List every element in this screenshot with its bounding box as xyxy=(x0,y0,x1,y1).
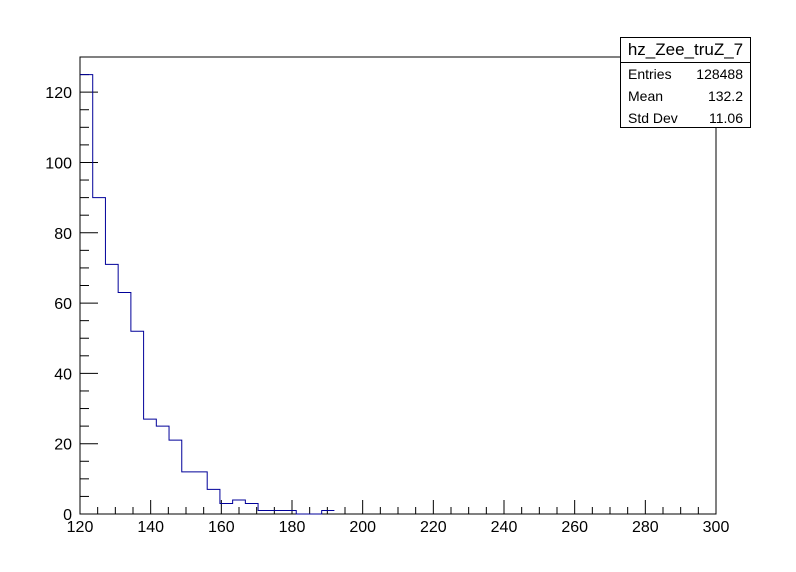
histogram-bin xyxy=(322,510,335,514)
histogram-bin xyxy=(144,419,157,514)
stats-label: Entries xyxy=(628,66,672,82)
histogram-bin xyxy=(284,510,297,514)
y-tick-label: 100 xyxy=(45,155,72,172)
y-tick-label: 120 xyxy=(45,85,72,102)
stats-row-stddev: Std Dev 11.06 xyxy=(621,107,750,129)
x-tick-label: 140 xyxy=(137,519,164,536)
x-tick-label: 280 xyxy=(632,519,659,536)
histogram-bin xyxy=(93,198,106,514)
histogram-bin xyxy=(80,75,93,514)
stats-row-mean: Mean 132.2 xyxy=(621,85,750,107)
y-tick-label: 0 xyxy=(63,507,72,524)
x-tick-label: 160 xyxy=(208,519,235,536)
histogram-bin xyxy=(207,489,220,514)
stats-row-entries: Entries 128488 xyxy=(621,63,750,85)
x-tick-label: 300 xyxy=(703,519,730,536)
histogram-bin xyxy=(118,293,131,514)
y-tick-label: 60 xyxy=(54,296,72,313)
histogram-series-line xyxy=(80,74,335,515)
histogram-bin xyxy=(156,426,169,514)
stats-label: Std Dev xyxy=(628,110,678,126)
histogram-bin xyxy=(105,264,118,514)
stats-label: Mean xyxy=(628,88,664,104)
histogram-bin xyxy=(194,472,207,514)
histogram-bin xyxy=(182,472,195,514)
stats-box-title: hz_Zee_truZ_7 xyxy=(621,38,750,63)
x-tick-label: 260 xyxy=(561,519,588,536)
histogram-bin xyxy=(271,510,284,514)
x-tick-label: 220 xyxy=(420,519,447,536)
x-tick-label: 240 xyxy=(491,519,518,536)
x-tick-label: 200 xyxy=(349,519,376,536)
stats-value: 11.06 xyxy=(709,110,743,126)
stats-box: hz_Zee_truZ_7 Entries 128488 Mean 132.2 … xyxy=(620,37,751,128)
histogram-bin xyxy=(169,440,182,514)
y-tick-label: 20 xyxy=(54,437,72,454)
stats-value: 128488 xyxy=(696,66,743,82)
histogram-bin xyxy=(258,510,271,514)
y-tick-label: 80 xyxy=(54,226,72,243)
stats-value: 132.2 xyxy=(707,88,743,104)
histogram-bin xyxy=(131,331,144,514)
x-tick-label: 120 xyxy=(67,519,94,536)
y-tick-label: 40 xyxy=(54,366,72,383)
x-tick-label: 180 xyxy=(279,519,306,536)
